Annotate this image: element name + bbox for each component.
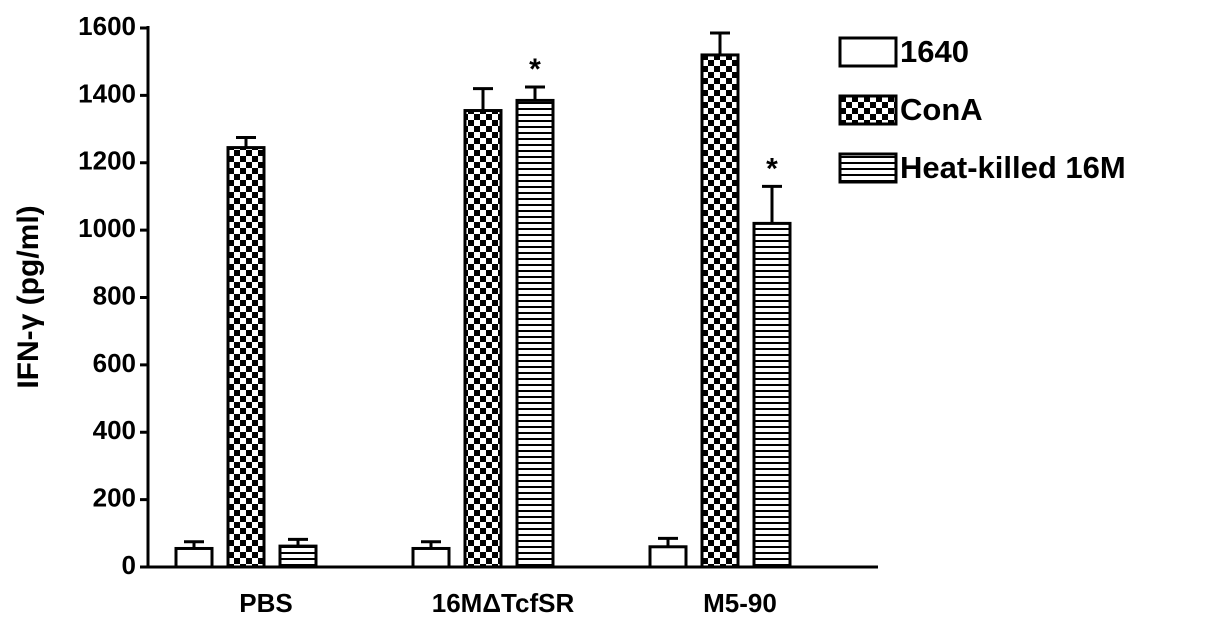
y-tick-label: 1400: [78, 78, 136, 108]
bar: [463, 109, 503, 569]
bar: [515, 98, 555, 569]
legend-label: ConA: [900, 92, 983, 127]
bar: [278, 544, 318, 569]
y-tick-label: 200: [93, 483, 136, 513]
bar: [648, 545, 688, 569]
significance-marker: *: [529, 53, 541, 86]
y-tick-label: 1200: [78, 146, 136, 176]
legend-label: 1640: [900, 34, 969, 69]
legend-label: Heat-killed 16M: [900, 150, 1126, 185]
legend-swatch: [838, 94, 898, 126]
y-tick-label: 0: [122, 550, 136, 580]
y-tick-label: 1600: [78, 11, 136, 41]
bar: [226, 146, 266, 569]
bar: [411, 546, 451, 569]
significance-marker: *: [766, 152, 778, 185]
y-tick-label: 600: [93, 348, 136, 378]
y-axis-label: IFN-γ (pg/ml): [12, 205, 45, 388]
x-tick-label: 16MΔTcfSR: [432, 588, 575, 618]
legend-swatch: [838, 152, 898, 184]
y-tick-label: 800: [93, 280, 136, 310]
legend-swatch: [838, 36, 898, 68]
bar: [752, 221, 792, 569]
x-tick-label: PBS: [239, 588, 292, 618]
bar: [174, 546, 214, 569]
y-tick-label: 1000: [78, 213, 136, 243]
y-tick-label: 400: [93, 415, 136, 445]
x-tick-label: M5-90: [703, 588, 777, 618]
bar: [700, 53, 740, 569]
